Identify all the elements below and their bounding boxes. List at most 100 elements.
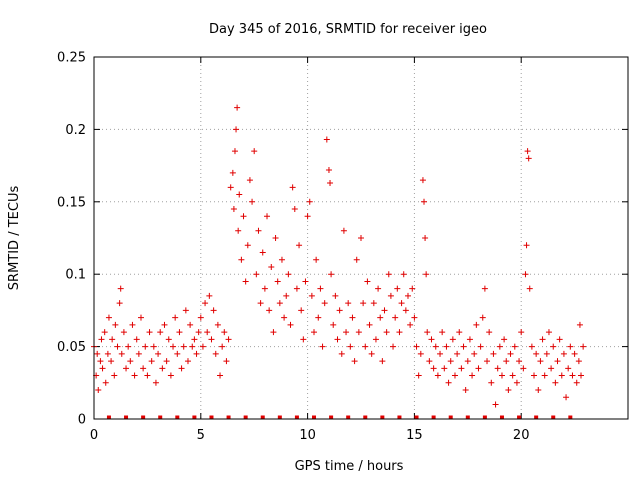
data-point bbox=[445, 379, 452, 386]
y-tick-label: 0.1 bbox=[65, 268, 86, 283]
data-point bbox=[535, 387, 542, 394]
data-point bbox=[101, 329, 108, 336]
data-point bbox=[400, 271, 407, 278]
data-point bbox=[494, 365, 501, 372]
data-point bbox=[484, 358, 491, 365]
data-point bbox=[560, 350, 567, 357]
x-tick-label: 20 bbox=[513, 428, 530, 443]
data-point bbox=[255, 227, 262, 234]
data-point bbox=[111, 372, 118, 379]
data-point bbox=[283, 292, 290, 299]
baseline-marker bbox=[158, 415, 163, 420]
data-point bbox=[230, 206, 237, 213]
data-point bbox=[469, 372, 476, 379]
data-point bbox=[276, 300, 283, 307]
data-point bbox=[345, 300, 352, 307]
data-point bbox=[296, 242, 303, 249]
data-point bbox=[362, 343, 369, 350]
data-point bbox=[146, 329, 153, 336]
data-point bbox=[102, 379, 109, 386]
x-axis-ticks: 0 5 10 15 20 bbox=[90, 57, 530, 443]
data-point bbox=[364, 278, 371, 285]
data-point bbox=[533, 350, 540, 357]
data-point bbox=[578, 372, 585, 379]
data-point bbox=[524, 148, 531, 155]
data-point bbox=[180, 343, 187, 350]
data-point bbox=[563, 394, 570, 401]
baseline-marker bbox=[414, 415, 419, 420]
data-point bbox=[323, 136, 330, 143]
data-point bbox=[522, 271, 529, 278]
data-point bbox=[383, 329, 390, 336]
data-point bbox=[479, 314, 486, 321]
data-point bbox=[443, 343, 450, 350]
data-point bbox=[550, 343, 557, 350]
baseline-marker bbox=[380, 415, 385, 420]
x-tick-label: 0 bbox=[90, 428, 98, 443]
data-point bbox=[545, 329, 552, 336]
data-point bbox=[398, 300, 405, 307]
data-point bbox=[518, 329, 525, 336]
data-point bbox=[317, 285, 324, 292]
data-point bbox=[419, 177, 426, 184]
data-point bbox=[144, 372, 151, 379]
data-point bbox=[319, 343, 326, 350]
data-point bbox=[458, 365, 465, 372]
data-point bbox=[281, 314, 288, 321]
data-point bbox=[253, 271, 260, 278]
data-point bbox=[525, 155, 532, 162]
data-point bbox=[556, 336, 563, 343]
data-point bbox=[131, 372, 138, 379]
data-point bbox=[321, 300, 328, 307]
data-point bbox=[432, 343, 439, 350]
data-point bbox=[140, 365, 147, 372]
data-point bbox=[462, 387, 469, 394]
data-point bbox=[289, 184, 296, 191]
data-point bbox=[170, 343, 177, 350]
data-point bbox=[142, 343, 149, 350]
data-point bbox=[105, 314, 112, 321]
data-point bbox=[195, 329, 202, 336]
data-point bbox=[163, 358, 170, 365]
data-point bbox=[208, 336, 215, 343]
data-point bbox=[231, 148, 238, 155]
data-point bbox=[490, 350, 497, 357]
data-point bbox=[351, 358, 358, 365]
data-point bbox=[249, 198, 256, 205]
data-point bbox=[441, 365, 448, 372]
data-point bbox=[523, 242, 530, 249]
data-point bbox=[424, 329, 431, 336]
data-point bbox=[157, 329, 164, 336]
data-point bbox=[261, 285, 268, 292]
data-point bbox=[567, 343, 574, 350]
data-point bbox=[202, 300, 209, 307]
baseline-marker bbox=[312, 415, 317, 420]
y-tick-label: 0.15 bbox=[57, 195, 86, 210]
baseline-marker bbox=[482, 415, 487, 420]
data-point bbox=[98, 336, 105, 343]
data-point bbox=[426, 358, 433, 365]
data-point bbox=[531, 372, 538, 379]
x-axis-label: GPS time / hours bbox=[295, 459, 404, 474]
data-point bbox=[477, 343, 484, 350]
data-point bbox=[133, 336, 140, 343]
data-point bbox=[513, 379, 520, 386]
baseline-marker bbox=[568, 415, 573, 420]
data-point bbox=[349, 314, 356, 321]
data-point bbox=[193, 350, 200, 357]
data-point bbox=[242, 278, 249, 285]
data-point bbox=[573, 379, 580, 386]
data-point bbox=[308, 292, 315, 299]
data-point bbox=[507, 350, 514, 357]
data-point bbox=[214, 321, 221, 328]
data-point bbox=[120, 329, 127, 336]
baseline-marker bbox=[175, 415, 180, 420]
data-point bbox=[509, 372, 516, 379]
data-point bbox=[368, 350, 375, 357]
data-point bbox=[528, 343, 535, 350]
baseline-marker bbox=[465, 415, 470, 420]
y-axis-label: SRMTID / TECUs bbox=[7, 186, 22, 291]
data-point bbox=[210, 307, 217, 314]
data-point bbox=[428, 336, 435, 343]
data-point bbox=[287, 321, 294, 328]
